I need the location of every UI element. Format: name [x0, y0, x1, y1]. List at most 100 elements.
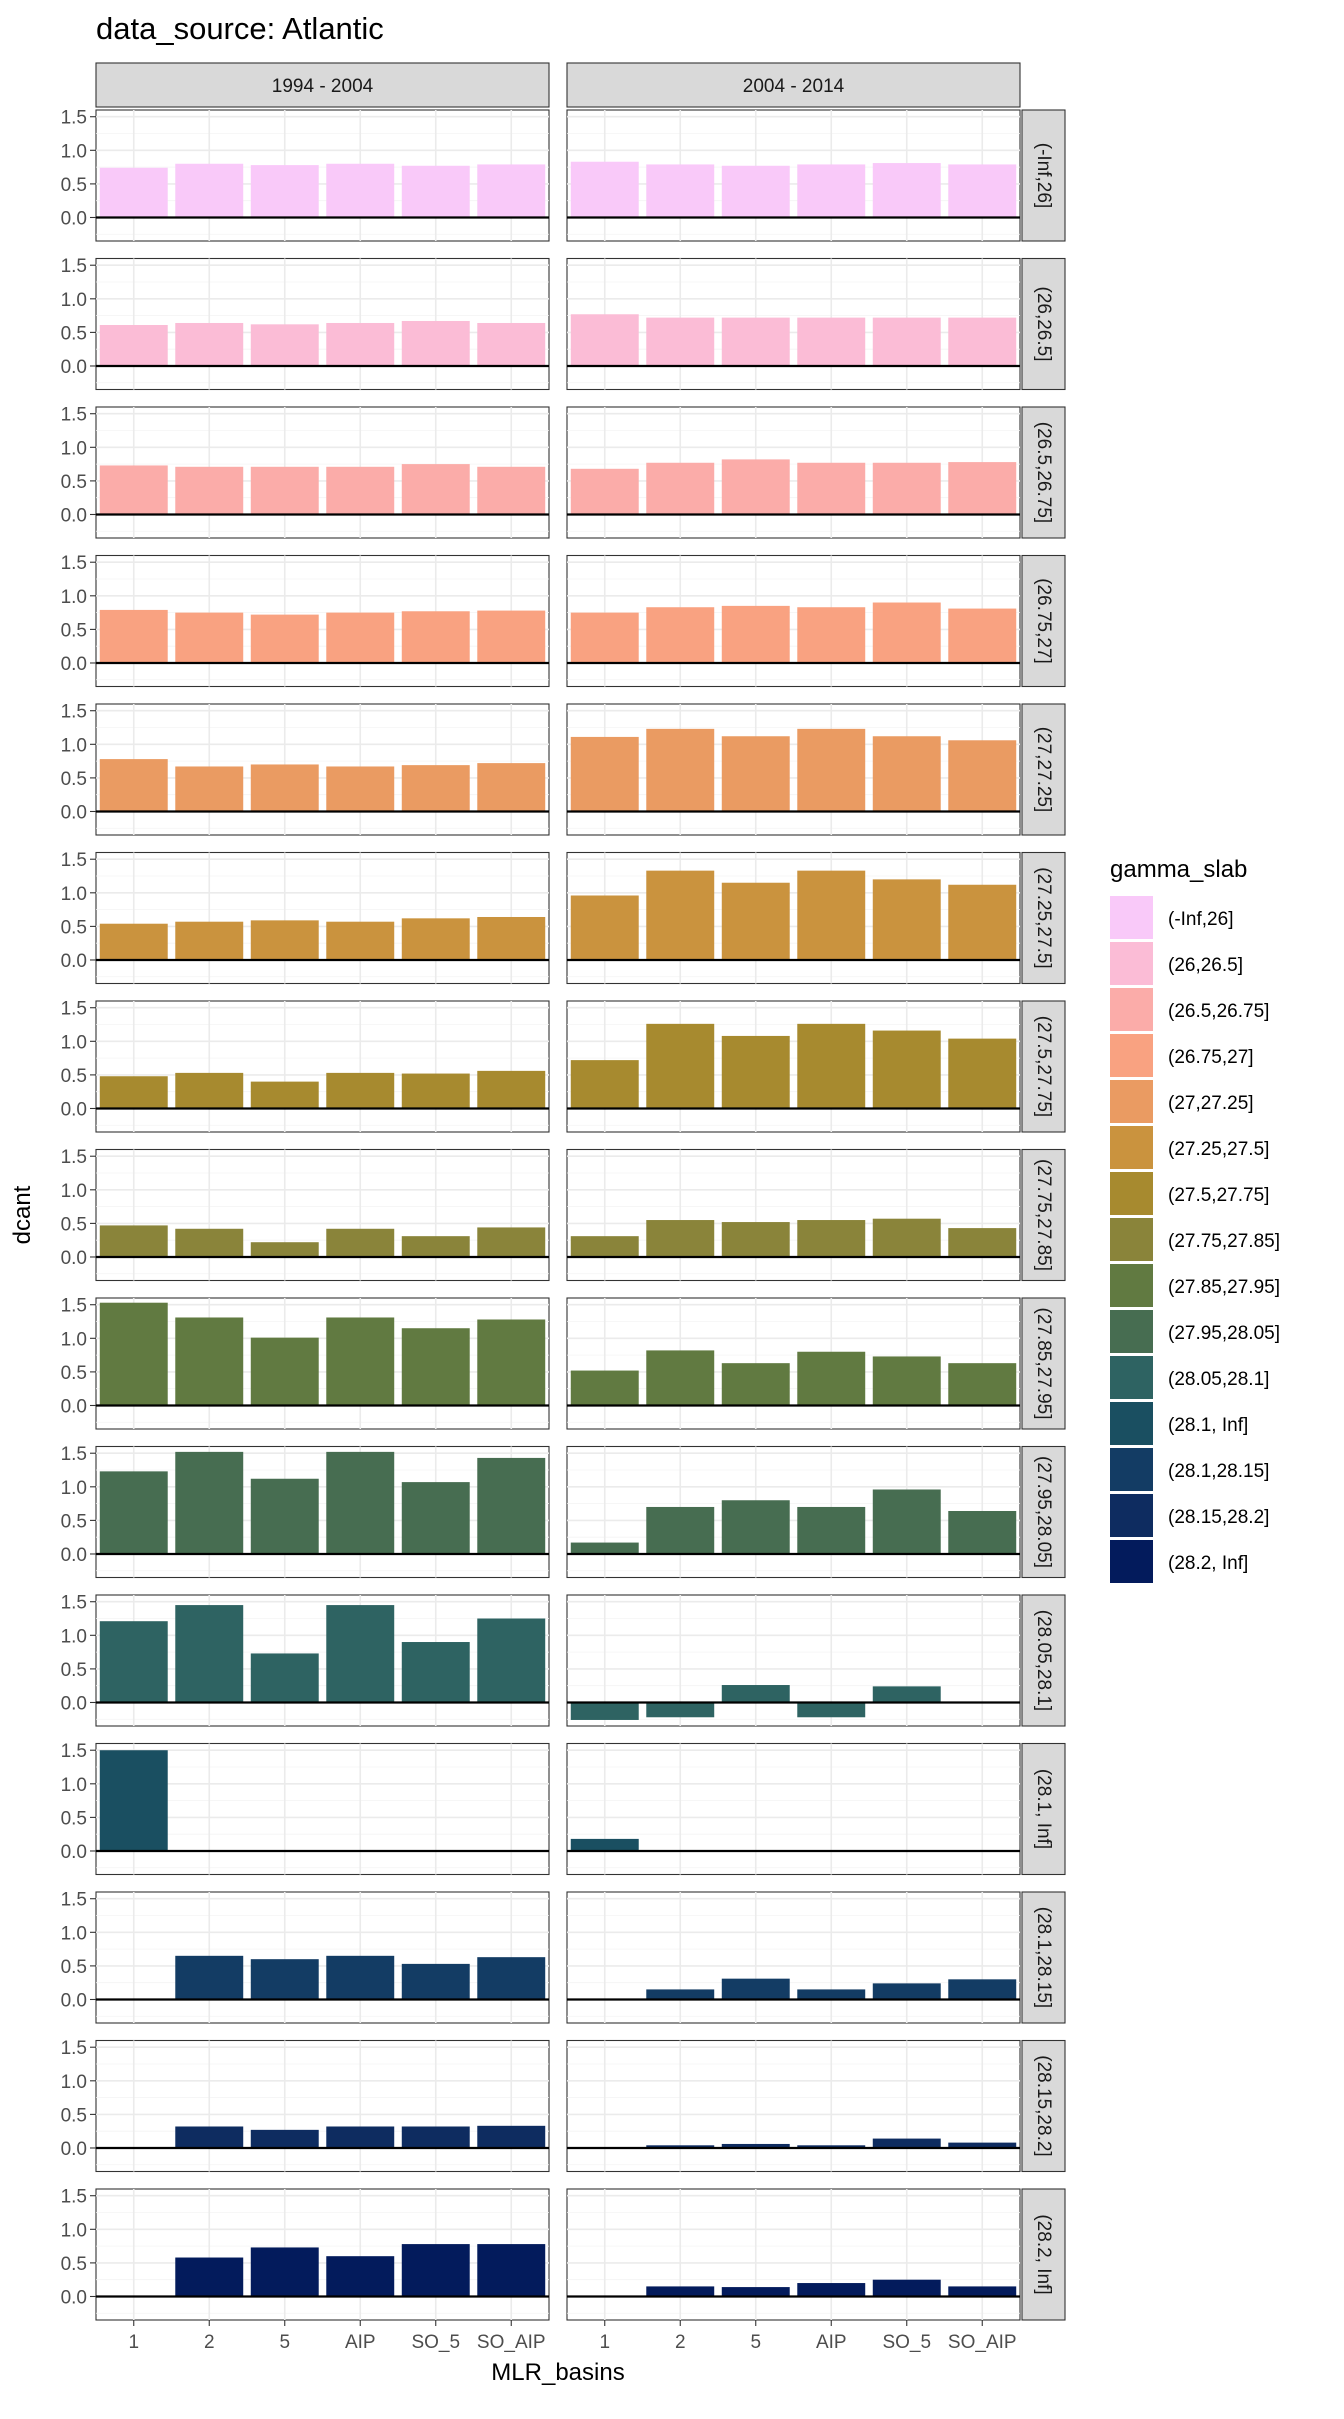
row-strip: [1021, 1000, 1066, 1133]
x-tick-label: SO_5: [411, 2332, 460, 2353]
bar: [477, 164, 546, 218]
bar: [872, 317, 941, 366]
bar: [872, 1356, 941, 1406]
legend-key: [1110, 1310, 1153, 1353]
bar: [175, 1451, 244, 1554]
row-strip: [1021, 1742, 1066, 1876]
bar: [872, 2138, 941, 2148]
facet-panel: [566, 1891, 1021, 2024]
bar: [477, 1070, 546, 1109]
y-tick-label: 0.5: [61, 1511, 87, 1532]
legend-label: (-Inf,26]: [1168, 909, 1233, 930]
bar: [570, 1236, 639, 1257]
bar: [99, 1225, 168, 1257]
bar: [646, 607, 715, 663]
y-tick-label: 1.0: [61, 1626, 87, 1647]
bar: [326, 766, 395, 812]
bar: [326, 1605, 395, 1703]
bar: [401, 611, 470, 663]
y-tick-label: 0.5: [61, 175, 87, 196]
row-strip: [1021, 2188, 1066, 2321]
facet-panel: [566, 2188, 1021, 2321]
bar: [99, 465, 168, 515]
y-tick-label: 1.0: [61, 141, 87, 162]
bar: [401, 165, 470, 218]
bar: [175, 1072, 244, 1109]
bar: [477, 2244, 546, 2297]
row-strip: [1021, 1891, 1066, 2024]
x-tick-label: SO_AIP: [948, 2332, 1017, 2353]
bar: [175, 2126, 244, 2148]
row-strip-label: (28.15,28.2]: [1033, 2055, 1054, 2156]
y-tick-label: 1.0: [61, 1775, 87, 1796]
y-tick-label: 0.0: [61, 802, 87, 823]
chart-title: data_source: Atlantic: [96, 11, 384, 46]
legend-label: (28.1,28.15]: [1168, 1461, 1269, 1482]
bar: [948, 608, 1017, 663]
bar: [99, 167, 168, 218]
y-tick-label: 1.5: [61, 405, 87, 426]
legend-key: [1110, 988, 1153, 1031]
facet-panel: [95, 1000, 550, 1133]
bar: [721, 2143, 790, 2148]
row-strip: [1021, 703, 1066, 836]
bar: [570, 736, 639, 812]
legend-title: gamma_slab: [1110, 856, 1247, 883]
x-axis-title: MLR_basins: [491, 2359, 624, 2386]
row-strip-label: (28.1, Inf]: [1033, 1769, 1054, 1849]
facet-panel: [566, 406, 1021, 539]
y-tick-label: 0.0: [61, 1099, 87, 1120]
row-strip-label: (27.75,27.85]: [1033, 1159, 1054, 1271]
bar: [570, 1838, 639, 1851]
facet-panel: [95, 703, 550, 836]
bar: [948, 1363, 1017, 1406]
legend-key: [1110, 1172, 1153, 1215]
bar: [477, 466, 546, 515]
legend-key: [1110, 896, 1153, 939]
row-strip: [1021, 257, 1066, 391]
bar: [401, 918, 470, 960]
bar: [401, 1236, 470, 1257]
bar: [797, 462, 866, 515]
facet-panel: [95, 1891, 550, 2024]
y-tick-label: 0.5: [61, 1066, 87, 1087]
facet-panels: 1994 - 2004 2004 - 2014 0.0 0.5 1.0 1.5 (-Inf,…: [61, 62, 1066, 2353]
bar: [797, 1506, 866, 1554]
bar: [175, 322, 244, 366]
legend-label: (27,27.25]: [1168, 1093, 1254, 1114]
y-tick-label: 0.0: [61, 1396, 87, 1417]
x-tick-label: SO_AIP: [477, 2332, 546, 2353]
bar: [646, 164, 715, 218]
bar: [797, 164, 866, 218]
bar: [175, 1955, 244, 2000]
bar: [401, 2244, 470, 2297]
bar: [797, 1220, 866, 1257]
legend-key: [1110, 1080, 1153, 1123]
facet-panel: [566, 257, 1021, 391]
y-tick-label: 0.5: [61, 769, 87, 790]
legend-key: [1110, 1402, 1153, 1445]
bar: [797, 1351, 866, 1406]
bar: [175, 612, 244, 663]
bar: [477, 1618, 546, 1703]
x-tick-label: AIP: [816, 2332, 847, 2353]
bar: [175, 1317, 244, 1406]
legend-label: (27.5,27.75]: [1168, 1185, 1269, 1206]
row-strip: [1021, 1445, 1066, 1579]
bar: [250, 1337, 319, 1406]
bar: [250, 2247, 319, 2297]
y-tick-label: 0.5: [61, 917, 87, 938]
bar: [326, 1228, 395, 1257]
bar: [99, 923, 168, 960]
bar: [477, 763, 546, 812]
bar: [646, 2286, 715, 2297]
bar: [646, 1506, 715, 1554]
bar: [721, 1500, 790, 1554]
bar: [797, 870, 866, 960]
bar: [401, 1482, 470, 1554]
bar: [570, 895, 639, 960]
bar: [175, 921, 244, 960]
row-strip-label: (27,27.25]: [1033, 727, 1054, 813]
bar: [872, 736, 941, 812]
